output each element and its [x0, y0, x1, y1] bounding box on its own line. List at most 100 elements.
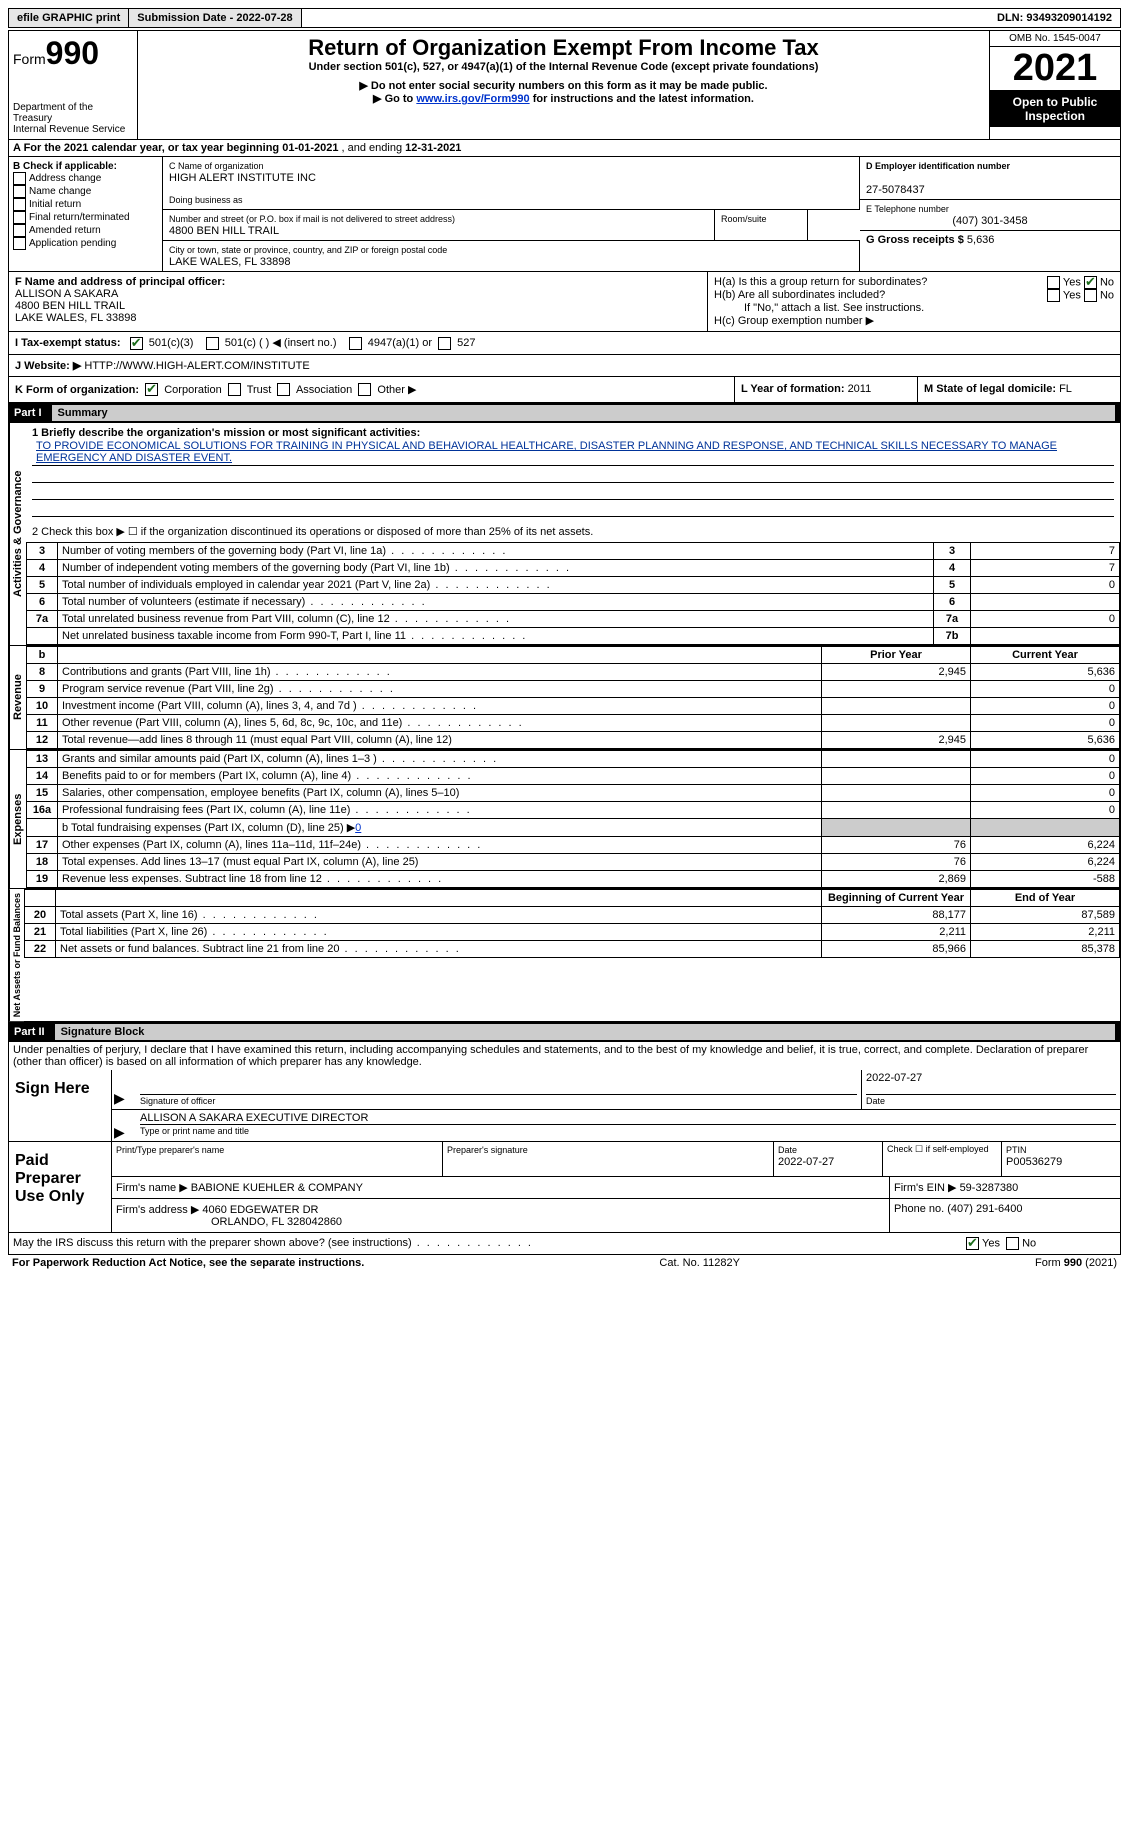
cb-501c-other[interactable]: [206, 337, 219, 350]
firm-phone: (407) 291-6400: [947, 1203, 1022, 1215]
phone-label: E Telephone number: [866, 204, 949, 214]
form-org-row: K Form of organization: Corporation Trus…: [9, 377, 734, 403]
note-ssn: ▶ Do not enter social security numbers o…: [142, 79, 985, 92]
netassets-table: Beginning of Current YearEnd of Year 20T…: [24, 889, 1120, 958]
open-inspection: Open to Public Inspection: [990, 91, 1120, 127]
cb-4947[interactable]: [349, 337, 362, 350]
irs-link[interactable]: www.irs.gov/Form990: [416, 93, 529, 105]
self-employed: Check ☐ if self-employed: [883, 1142, 1002, 1176]
hb-label: H(b) Are all subordinates included?: [714, 289, 885, 302]
declaration: Under penalties of perjury, I declare th…: [8, 1042, 1121, 1070]
arrow-icon: ▶: [112, 1070, 136, 1109]
note-goto: ▶ Go to www.irs.gov/Form990 for instruct…: [142, 92, 985, 105]
city: LAKE WALES, FL 33898: [169, 256, 290, 268]
tax-year: 2021: [990, 47, 1120, 91]
cb-name-change[interactable]: [13, 185, 26, 198]
room-label: Room/suite: [721, 214, 767, 224]
org-name: HIGH ALERT INSTITUTE INC: [169, 172, 316, 184]
expenses-table: 13Grants and similar amounts paid (Part …: [26, 750, 1120, 888]
cb-final-return[interactable]: [13, 211, 26, 224]
officer-city: LAKE WALES, FL 33898: [15, 312, 136, 324]
vert-activities: Activities & Governance: [9, 423, 26, 645]
cb-trust[interactable]: [228, 383, 241, 396]
top-bar: efile GRAPHIC print Submission Date - 20…: [8, 8, 1121, 28]
print-name-label: Print/Type preparer's name: [116, 1145, 224, 1155]
paid-preparer-label: Paid Preparer Use Only: [9, 1142, 112, 1232]
irs-label: Internal Revenue Service: [13, 124, 133, 135]
tax-exempt-row: I Tax-exempt status: 501(c)(3) 501(c) ( …: [8, 332, 1121, 355]
cb-ha-yes[interactable]: [1047, 276, 1060, 289]
website-url: HTTP://WWW.HIGH-ALERT.COM/INSTITUTE: [84, 360, 309, 372]
omb-number: OMB No. 1545-0047: [990, 31, 1120, 47]
ptin-label: PTIN: [1006, 1145, 1027, 1155]
cb-assoc[interactable]: [277, 383, 290, 396]
cb-discuss-yes[interactable]: [966, 1237, 979, 1250]
cb-hb-no[interactable]: [1084, 289, 1097, 302]
fundraising-link[interactable]: 0: [355, 822, 361, 834]
firm-addr2: ORLANDO, FL 328042860: [116, 1216, 342, 1228]
ptin: P00536279: [1006, 1156, 1062, 1168]
website-row: J Website: ▶ HTTP://WWW.HIGH-ALERT.COM/I…: [8, 355, 1121, 377]
type-name-label: Type or print name and title: [140, 1126, 249, 1136]
cb-discuss-no[interactable]: [1006, 1237, 1019, 1250]
officer-typed-name: ALLISON A SAKARA EXECUTIVE DIRECTOR: [140, 1112, 1116, 1125]
cb-initial-return[interactable]: [13, 198, 26, 211]
prep-sig-label: Preparer's signature: [447, 1145, 528, 1155]
form-subtitle: Under section 501(c), 527, or 4947(a)(1)…: [142, 61, 985, 73]
vert-netassets: Net Assets or Fund Balances: [9, 889, 24, 1021]
gross-receipts: 5,636: [967, 234, 995, 246]
firm-ein: 59-3287380: [960, 1182, 1019, 1194]
part2-header: Part II Signature Block: [8, 1022, 1121, 1042]
revenue-table: bPrior YearCurrent Year 8Contributions a…: [26, 646, 1120, 749]
cb-amended[interactable]: [13, 224, 26, 237]
governance-table: 3Number of voting members of the governi…: [26, 542, 1120, 645]
dln: DLN: 93493209014192: [302, 9, 1120, 27]
cb-501c3[interactable]: [130, 337, 143, 350]
cb-hb-yes[interactable]: [1047, 289, 1060, 302]
form-header: Form990 Department of the Treasury Inter…: [8, 30, 1121, 140]
efile-print-button[interactable]: efile GRAPHIC print: [9, 9, 129, 27]
form-ref: Form 990 (2021): [1035, 1257, 1117, 1269]
vert-expenses: Expenses: [9, 750, 26, 888]
state-domicile: M State of legal domicile: FL: [917, 377, 1120, 403]
sig-officer-label: Signature of officer: [140, 1096, 215, 1106]
cb-address-change[interactable]: [13, 172, 26, 185]
cb-ha-no[interactable]: [1084, 276, 1097, 289]
submission-date: Submission Date - 2022-07-28: [129, 9, 301, 27]
f-label: F Name and address of principal officer:: [15, 276, 225, 288]
form-number: Form990: [13, 35, 133, 72]
line2: 2 Check this box ▶ ☐ if the organization…: [26, 521, 1120, 542]
hb-note: If "No," attach a list. See instructions…: [714, 302, 1114, 314]
street-label: Number and street (or P.O. box if mail i…: [169, 214, 455, 224]
row-a-tax-year: A For the 2021 calendar year, or tax yea…: [8, 140, 1121, 157]
ein: 27-5078437: [866, 184, 925, 196]
prep-date: 2022-07-27: [778, 1156, 834, 1168]
ein-label: D Employer identification number: [866, 161, 1010, 171]
mission-text: TO PROVIDE ECONOMICAL SOLUTIONS FOR TRAI…: [32, 439, 1114, 466]
part1-header: Part I Summary: [8, 403, 1121, 423]
discuss-question: May the IRS discuss this return with the…: [13, 1237, 966, 1250]
dept-treasury: Department of the Treasury: [13, 102, 133, 124]
sign-here-label: Sign Here: [9, 1070, 112, 1141]
box-b: B Check if applicable: Address change Na…: [9, 157, 163, 271]
date-label: Date: [866, 1096, 885, 1106]
cb-other-org[interactable]: [358, 383, 371, 396]
street: 4800 BEN HILL TRAIL: [169, 225, 279, 237]
year-formation: L Year of formation: 2011: [734, 377, 917, 403]
prep-date-label: Date: [778, 1145, 797, 1155]
cb-app-pending[interactable]: [13, 237, 26, 250]
section-identity: B Check if applicable: Address change Na…: [8, 157, 1121, 272]
firm-name: BABIONE KUEHLER & COMPANY: [191, 1182, 363, 1194]
arrow-icon: ▶: [112, 1110, 136, 1141]
cb-527[interactable]: [438, 337, 451, 350]
cat-no: Cat. No. 11282Y: [659, 1257, 740, 1269]
officer-name: ALLISON A SAKARA: [15, 288, 118, 300]
cb-corp[interactable]: [145, 383, 158, 396]
c-name-label: C Name of organization: [169, 161, 264, 171]
officer-street: 4800 BEN HILL TRAIL: [15, 300, 125, 312]
hc-label: H(c) Group exemption number ▶: [714, 314, 1114, 327]
line1-label: 1 Briefly describe the organization's mi…: [32, 427, 420, 439]
phone: (407) 301-3458: [866, 215, 1114, 227]
sig-date: 2022-07-27: [866, 1072, 1116, 1095]
vert-revenue: Revenue: [9, 646, 26, 749]
